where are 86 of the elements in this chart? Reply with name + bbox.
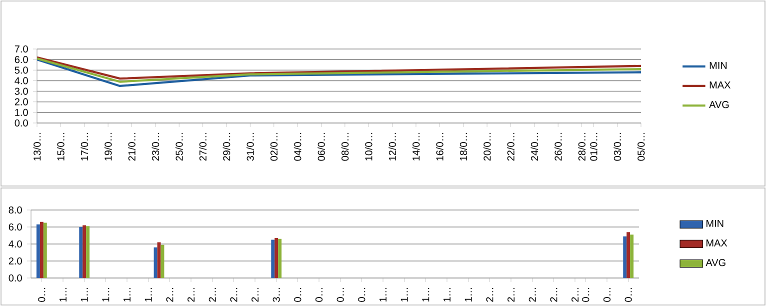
y-tick-label: 2.0 (8, 257, 22, 265)
x-tick-label: 2… (208, 288, 216, 302)
x-tick-label: 1… (80, 288, 88, 302)
x-tick-label: 06/0… (318, 133, 325, 161)
x-tick-label: 28/0… (578, 133, 586, 161)
bar (160, 244, 164, 278)
x-tick-label: 2… (528, 288, 536, 302)
legend-label: MAX (710, 82, 731, 88)
x-tick-label: 2… (508, 288, 514, 302)
legend-label: MAX (706, 239, 728, 246)
x-tick-label: 08/0… (341, 133, 349, 161)
x-tick-label: 13/0… (33, 133, 41, 160)
x-tick-label: 0… (582, 288, 590, 302)
x-tick-label: 1… (144, 288, 152, 302)
x-tick-label: 0… (336, 288, 344, 302)
x-tick-label: 2… (230, 288, 238, 302)
x-tick-label: 2… (252, 288, 258, 302)
x-tick-label: 29/0… (222, 133, 230, 161)
x-tick-label: 0… (603, 288, 611, 302)
x-tick-label: 0… (38, 288, 46, 302)
y-tick-label: 1.0 (15, 108, 28, 116)
x-tick-label: 20/0… (483, 133, 491, 161)
x-tick-label: 2… (572, 288, 578, 302)
x-tick-label: 14/0… (412, 133, 420, 160)
bar (154, 247, 158, 278)
y-tick-label: 6.0 (8, 223, 22, 231)
bar (626, 232, 630, 278)
y-tick-label: 6.0 (14, 56, 28, 64)
x-tick-label: 2… (166, 288, 174, 302)
x-tick-label: 0… (624, 288, 632, 302)
y-tick-label: 7.0 (14, 45, 28, 53)
x-tick-label: 0… (294, 288, 302, 302)
x-tick-label: 0… (358, 288, 366, 302)
x-tick-label: 02/0… (270, 133, 278, 161)
x-tick-label: 12/0… (388, 133, 396, 160)
x-tick-label: 10/0… (364, 133, 372, 160)
y-tick-label: 4.0 (8, 240, 22, 248)
x-tick-label: 31/0… (246, 133, 254, 161)
y-tick-label: 4.0 (14, 77, 28, 84)
bar (79, 226, 83, 278)
bar (82, 225, 86, 278)
bar (40, 222, 44, 278)
x-tick-label: 21/0… (128, 133, 136, 161)
y-tick-label: 0.0 (8, 274, 22, 282)
x-tick-label: 16/0… (436, 133, 444, 160)
x-tick-label: 19/0… (104, 133, 112, 160)
x-tick-label: 22/0… (507, 133, 514, 161)
y-tick-label: 2.0 (14, 98, 28, 106)
y-tick-label: 0.0 (14, 119, 28, 127)
x-tick-label: 3… (272, 288, 280, 302)
x-tick-label: 26/0… (554, 133, 562, 161)
x-tick-label: 04/0… (294, 133, 302, 161)
x-tick-label: 1… (60, 288, 66, 302)
x-tick-label: 1… (444, 288, 450, 302)
x-tick-label: 05/0… (637, 133, 645, 161)
bar (86, 226, 90, 278)
bar (43, 222, 47, 278)
y-tick-label: 5.0 (14, 66, 28, 74)
bar (36, 224, 40, 278)
x-tick-label: 17/0… (80, 133, 88, 160)
x-tick-label: 24/0… (530, 133, 538, 161)
x-tick-label: 1… (102, 288, 110, 302)
x-tick-label: 01/0… (590, 133, 598, 161)
bar (623, 236, 627, 278)
y-tick-label: 3.0 (14, 88, 28, 95)
x-tick-label: 1… (124, 288, 130, 302)
x-tick-label: 03/0… (614, 133, 621, 161)
legend-label: AVG (706, 259, 726, 266)
y-tick-label: 8.0 (8, 206, 22, 214)
legend-label: MIN (706, 220, 724, 227)
bar (630, 234, 634, 278)
x-tick-label: 1… (464, 288, 472, 302)
legend-label: AVG (709, 101, 729, 108)
x-tick-label: 2… (486, 288, 494, 302)
x-tick-label: 2… (188, 288, 194, 302)
x-tick-label: 1… (400, 288, 408, 302)
x-tick-label: 23/0… (152, 133, 160, 161)
x-tick-label: 27/0… (199, 133, 206, 161)
x-tick-label: 0… (315, 288, 323, 302)
x-tick-label: 2… (550, 288, 558, 302)
x-tick-label: 18/0… (460, 133, 468, 160)
x-tick-label: 1… (422, 288, 430, 302)
x-tick-label: 25/0… (175, 133, 183, 161)
x-tick-label: 15/0… (57, 133, 64, 160)
x-tick-label: 1… (380, 288, 386, 302)
legend-label: MIN (710, 62, 727, 69)
